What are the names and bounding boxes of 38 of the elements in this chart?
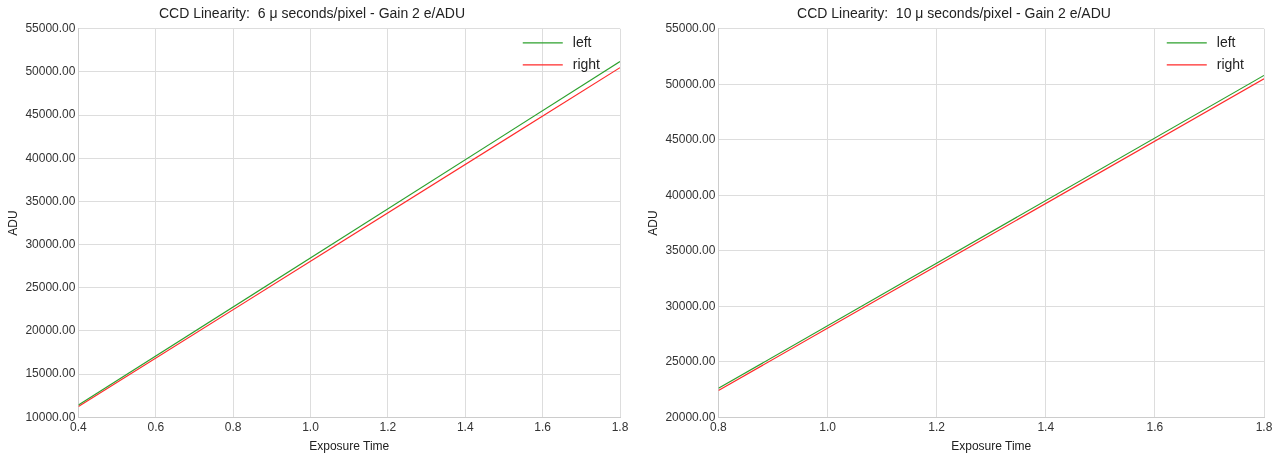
x-tick-label: 1.6 xyxy=(534,419,552,434)
legend-label: left xyxy=(572,33,592,50)
y-tick-label: 45000.00 xyxy=(665,132,716,147)
y-tick-label: 30000.00 xyxy=(665,298,716,313)
x-tick-label: 1.8 xyxy=(611,419,629,434)
y-tick-label: 35000.00 xyxy=(25,193,76,208)
chart-title: CCD Linearity: 10 μ seconds/pixel - Gain 2 e/ADU xyxy=(797,5,1111,22)
legend-label: right xyxy=(572,55,601,72)
x-tick-label: 1.4 xyxy=(456,419,474,434)
legend-label: right xyxy=(1216,55,1245,72)
y-tick-label: 45000.00 xyxy=(25,107,76,122)
x-tick-label: 1.8 xyxy=(1255,419,1273,434)
y-axis-title: ADU xyxy=(5,210,20,236)
y-tick-label: 50000.00 xyxy=(665,76,716,91)
y-tick-label: 40000.00 xyxy=(665,187,716,202)
y-tick-label: 20000.00 xyxy=(25,323,76,338)
y-tick-label: 25000.00 xyxy=(665,354,716,369)
x-tick-label: 1.6 xyxy=(1146,419,1164,434)
x-tick-label: 0.6 xyxy=(147,419,165,434)
x-axis-title: Exposure Time xyxy=(951,439,1032,454)
x-tick-label: 1.0 xyxy=(302,419,320,434)
y-tick-label: 35000.00 xyxy=(665,243,716,258)
x-tick-label: 1.2 xyxy=(928,419,946,434)
x-tick-label: 1.0 xyxy=(819,419,837,434)
x-tick-label: 1.4 xyxy=(1037,419,1055,434)
y-axis-title: ADU xyxy=(645,210,660,236)
y-tick-label: 55000.00 xyxy=(665,21,716,36)
chart-title: CCD Linearity: 6 μ seconds/pixel - Gain 2 e/ADU xyxy=(158,5,466,22)
y-tick-label: 55000.00 xyxy=(25,21,76,36)
y-tick-label: 50000.00 xyxy=(25,64,76,79)
x-tick-label: 1.2 xyxy=(379,419,397,434)
y-tick-label: 40000.00 xyxy=(25,150,76,165)
legend-label: left xyxy=(1216,33,1236,50)
y-tick-label: 25000.00 xyxy=(25,280,76,295)
y-tick-label: 30000.00 xyxy=(25,236,76,251)
x-axis-title: Exposure Time xyxy=(309,439,390,454)
y-tick-label: 15000.00 xyxy=(25,366,76,381)
x-tick-label: 0.8 xyxy=(224,419,242,434)
